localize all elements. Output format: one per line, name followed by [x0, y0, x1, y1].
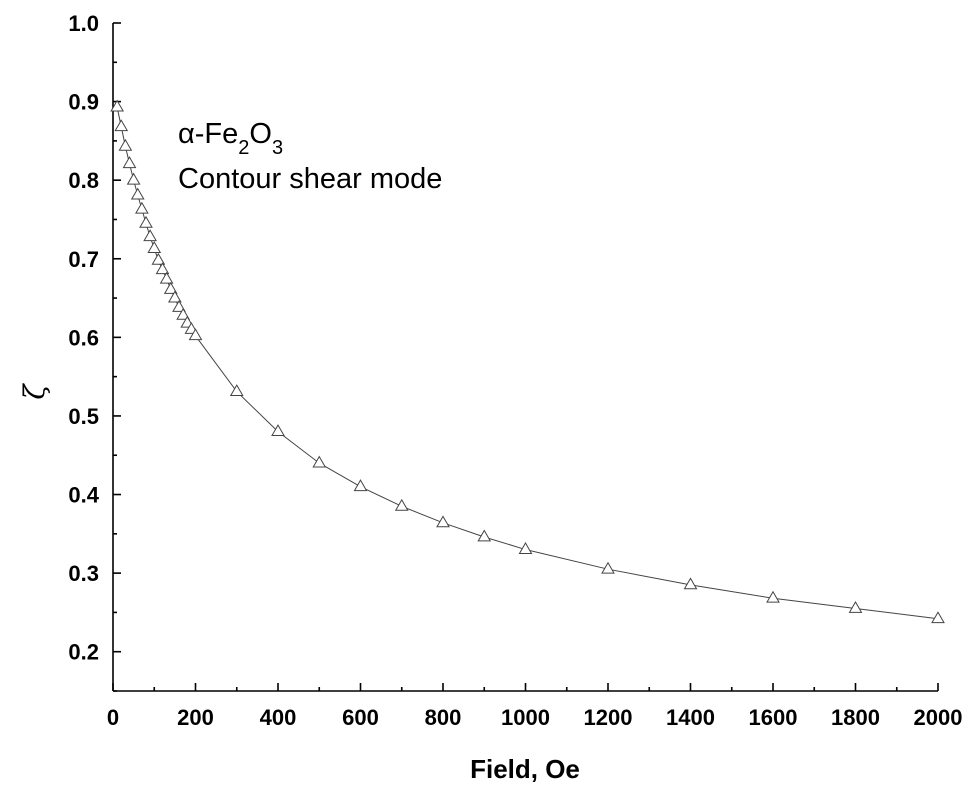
- y-tick-label: 0.4: [68, 483, 99, 508]
- x-ticks: 0 200 400 600 800 1000 1200 1400 1600 1800 2000: [107, 683, 963, 730]
- x-tick-label: 1400: [666, 705, 715, 730]
- data-point: [143, 229, 157, 242]
- data-point: [271, 424, 285, 437]
- data-point: [118, 138, 133, 151]
- x-tick-label: 1600: [749, 705, 798, 730]
- y-tick-label: 0.8: [68, 168, 99, 193]
- data-point: [147, 241, 162, 253]
- x-tick-label: 400: [260, 705, 297, 730]
- data-point: [848, 600, 863, 613]
- data-point: [176, 307, 190, 320]
- data-point: [159, 271, 174, 284]
- annotation-compound-prefix: α-Fe: [178, 118, 238, 150]
- x-tick-label: 1000: [501, 705, 550, 730]
- x-tick-label: 0: [107, 705, 119, 730]
- data-point: [353, 479, 368, 492]
- data-point: [130, 187, 145, 200]
- y-axis-title: ζ: [18, 383, 51, 400]
- y-ticks: 0.2 0.3 0.4 0.5 0.6 0.7 0.8 0.9 1.0: [68, 11, 121, 692]
- y-tick-label: 0.9: [68, 90, 99, 115]
- data-point: [155, 262, 170, 275]
- data-point: [766, 590, 780, 603]
- data-point: [163, 281, 178, 294]
- data-point: [172, 299, 186, 312]
- data-point: [436, 515, 450, 528]
- y-tick-label: 0.5: [68, 404, 99, 429]
- y-tick-label: 0.7: [68, 247, 99, 272]
- y-tick-label: 0.6: [68, 325, 99, 350]
- annotation-mode: Contour shear mode: [178, 163, 442, 195]
- data-point: [931, 611, 945, 624]
- data-point: [312, 455, 327, 468]
- data-point: [122, 156, 137, 169]
- y-tick-label: 0.2: [68, 640, 99, 665]
- y-tick-label: 1.0: [68, 11, 99, 36]
- data-point: [394, 498, 409, 511]
- annotation-subscript-2: 3: [272, 137, 283, 159]
- annotation-compound-mid: O: [249, 118, 272, 150]
- series-0: [110, 99, 945, 624]
- annotation-subscript-1: 2: [238, 137, 249, 159]
- data-point: [151, 252, 166, 265]
- data-point: [229, 384, 244, 396]
- data-point: [114, 119, 129, 132]
- y-tick-label: 0.3: [68, 561, 99, 586]
- data-point: [139, 215, 153, 228]
- data-point: [477, 529, 492, 542]
- x-axis-title: Field, Oe: [470, 754, 580, 784]
- annotation-compound: α-Fe2O3: [178, 118, 283, 159]
- x-tick-label: 1800: [831, 705, 880, 730]
- data-point: [601, 561, 615, 574]
- data-point: [518, 542, 533, 554]
- data-point: [135, 201, 149, 214]
- data-point: [110, 99, 124, 112]
- x-tick-label: 800: [425, 705, 462, 730]
- data-point: [126, 172, 141, 185]
- x-tick-label: 1200: [584, 705, 633, 730]
- data-point: [188, 328, 203, 341]
- data-point: [683, 577, 698, 590]
- x-tick-label: 200: [177, 705, 214, 730]
- x-tick-label: 2000: [914, 705, 963, 730]
- data-point: [168, 290, 182, 303]
- x-tick-label: 600: [342, 705, 379, 730]
